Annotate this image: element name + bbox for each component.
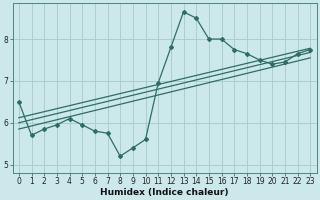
X-axis label: Humidex (Indice chaleur): Humidex (Indice chaleur) xyxy=(100,188,229,197)
